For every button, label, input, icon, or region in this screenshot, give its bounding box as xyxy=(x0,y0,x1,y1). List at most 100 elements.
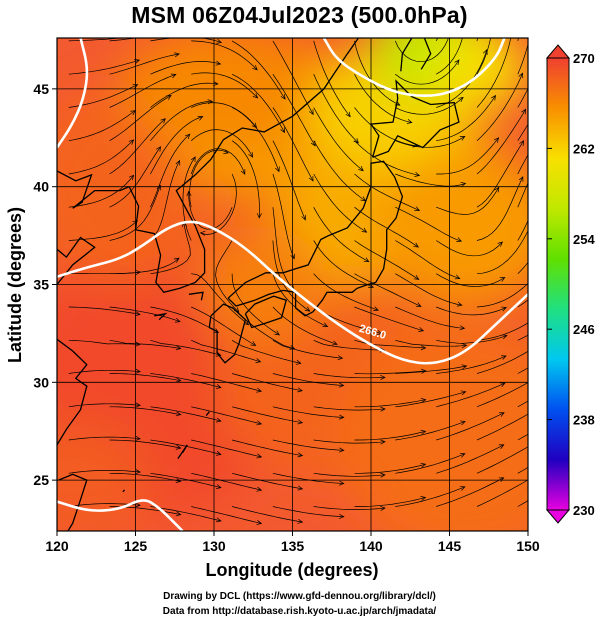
streamline xyxy=(394,38,449,63)
streamline xyxy=(395,240,460,279)
streamline xyxy=(476,176,524,241)
streamline-arrowhead xyxy=(213,328,220,334)
coastline xyxy=(369,79,460,158)
streamline xyxy=(435,38,439,42)
streamline xyxy=(232,506,303,523)
colorbar-tick-label: 246 xyxy=(573,322,595,337)
streamline-arrowhead xyxy=(134,311,141,317)
streamline-arrowhead xyxy=(509,32,513,37)
streamline-arrowhead xyxy=(577,435,582,439)
y-tick-label: 35 xyxy=(33,277,49,293)
streamline-arrowhead xyxy=(406,119,413,124)
streamline-arrowhead xyxy=(501,334,508,340)
streamline xyxy=(109,185,161,241)
streamline xyxy=(68,220,138,241)
streamline xyxy=(395,59,460,85)
colorbar-tick-label: 238 xyxy=(573,413,595,428)
streamline xyxy=(354,240,419,280)
streamline-arrowhead xyxy=(497,241,504,247)
streamline-arrowhead xyxy=(412,142,419,148)
streamline xyxy=(395,391,466,408)
streamline-arrowhead xyxy=(339,447,345,453)
streamline xyxy=(68,436,141,441)
streamline xyxy=(354,399,426,408)
y-tick-label: 30 xyxy=(33,374,49,390)
streamline-arrowhead xyxy=(322,322,329,328)
coastline xyxy=(205,411,210,417)
streamline xyxy=(68,110,136,142)
streamline-arrowhead xyxy=(213,81,219,87)
streamline-arrowhead xyxy=(256,387,263,393)
streamline xyxy=(436,355,507,374)
x-tick-label: 135 xyxy=(281,538,305,554)
streamline xyxy=(109,53,180,75)
streamline-arrowhead xyxy=(499,412,505,417)
streamline xyxy=(109,373,181,382)
streamline-arrowhead xyxy=(380,439,386,445)
streamline-arrowhead xyxy=(499,382,506,388)
streamline-arrowhead xyxy=(160,118,166,124)
streamline-arrowhead xyxy=(420,398,427,403)
streamline-arrowhead xyxy=(500,355,507,360)
streamline-arrowhead xyxy=(233,307,240,313)
contour-line xyxy=(322,38,506,98)
streamline xyxy=(150,506,221,522)
coastline xyxy=(244,295,287,329)
streamline-arrowhead xyxy=(538,471,543,475)
streamline xyxy=(395,486,466,507)
streamline-arrowhead xyxy=(521,108,527,115)
streamline-arrowhead xyxy=(215,517,222,523)
streamline-arrowhead xyxy=(461,364,468,370)
streamline xyxy=(191,506,262,524)
streamline-arrowhead xyxy=(135,402,141,408)
streamline-arrowhead xyxy=(459,486,466,491)
streamline xyxy=(517,219,528,241)
streamline-arrowhead xyxy=(576,298,581,302)
streamline xyxy=(68,59,140,75)
streamline-arrowhead xyxy=(494,186,500,193)
streamline-arrowhead xyxy=(174,317,181,323)
streamline-arrowhead xyxy=(332,340,338,346)
coastline xyxy=(188,291,204,301)
streamline-arrowhead xyxy=(538,341,543,345)
streamline-arrowhead xyxy=(134,59,140,64)
streamline xyxy=(436,187,500,215)
footer-source-line: Data from http://database.rish.kyoto-u.a… xyxy=(162,606,437,617)
streamline-arrowhead xyxy=(413,242,420,248)
streamline-arrowhead xyxy=(547,29,551,34)
y-axis-label: Latitude (degrees) xyxy=(5,207,25,363)
streamline-arrowhead xyxy=(297,485,304,491)
streamline xyxy=(150,82,218,108)
streamline xyxy=(191,406,262,425)
streamline xyxy=(200,173,237,235)
streamline-arrowhead xyxy=(156,146,161,152)
streamline xyxy=(232,406,303,424)
colorbar-tick-label: 230 xyxy=(573,503,595,518)
streamline xyxy=(517,154,528,175)
streamline xyxy=(313,506,386,510)
streamline-arrowhead xyxy=(275,166,280,173)
streamline-arrowhead xyxy=(256,213,262,219)
streamline-arrowhead xyxy=(240,169,246,175)
streamline-arrowhead xyxy=(250,341,257,346)
wind-streamlines xyxy=(68,29,582,525)
streamline xyxy=(272,339,343,359)
streamline xyxy=(476,109,526,175)
streamline xyxy=(476,350,528,374)
streamline xyxy=(68,339,141,345)
streamline-arrowhead xyxy=(538,374,543,378)
streamline-arrowhead xyxy=(173,257,180,263)
streamline xyxy=(191,472,262,491)
streamline-arrowhead xyxy=(135,368,141,374)
streamline-arrowhead xyxy=(256,520,263,525)
streamline xyxy=(517,182,528,208)
streamline-arrowhead xyxy=(280,127,285,134)
streamline-arrowhead xyxy=(175,159,181,166)
streamline xyxy=(517,43,528,75)
streamline xyxy=(313,406,386,411)
coastlines xyxy=(57,38,460,531)
field-patch xyxy=(339,323,528,531)
streamline xyxy=(272,506,344,518)
streamline-arrowhead xyxy=(289,344,296,350)
streamline xyxy=(354,107,418,147)
